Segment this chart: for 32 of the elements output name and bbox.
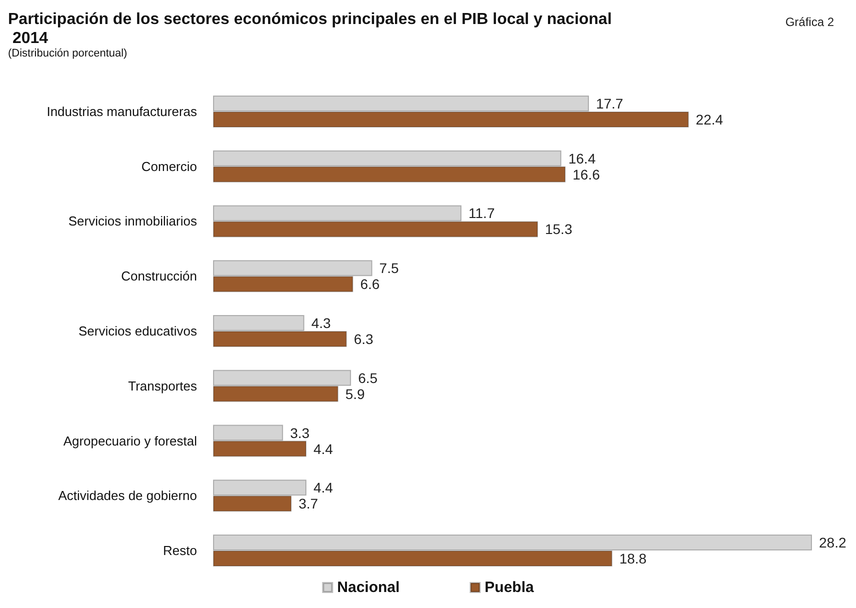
y-tick-label: Construcción — [121, 268, 197, 284]
data-label: 17.7 — [596, 95, 624, 112]
y-tick-label: Transportes — [128, 378, 198, 394]
data-label: 3.3 — [290, 424, 310, 441]
data-label: 28.2 — [819, 534, 846, 551]
data-label: 7.5 — [379, 260, 399, 276]
data-label: 3.7 — [298, 496, 318, 512]
y-tick-label: Servicios educativos — [78, 324, 198, 338]
text: Gráfica 2 — [785, 15, 834, 29]
y-tick-label: Comercio — [141, 158, 197, 174]
data-label: 6.6 — [360, 276, 380, 292]
data-label: 6.3 — [354, 331, 374, 347]
y-tick-label: Agropecuario y forestal — [63, 433, 198, 448]
y-tick-label: Industrias manufactureras — [46, 104, 198, 119]
data-label: 4.4 — [313, 440, 334, 457]
data-label: 18.8 — [619, 550, 647, 567]
legend-label: Nacional — [337, 579, 400, 596]
data-label: 4.3 — [311, 315, 332, 331]
data-label: 11.7 — [468, 205, 495, 222]
chart-title: Participación de los sectores económicos principales en el PIB local y nacional 2014 — [8, 11, 612, 47]
legend-label: Puebla — [484, 579, 535, 596]
y-tick-label: Servicios inmobiliarios — [68, 214, 198, 229]
data-label: 16.6 — [572, 166, 600, 182]
y-tick-label: Resto — [163, 543, 197, 558]
data-label: 4.4 — [313, 480, 334, 496]
data-label: 15.3 — [544, 221, 572, 238]
data-label: 6.5 — [358, 370, 378, 386]
y-tick-label: Actividades de gobierno — [58, 488, 197, 504]
data-label: 5.9 — [345, 386, 365, 402]
data-label: 22.4 — [696, 111, 724, 128]
text: (Distribución porcentual) — [8, 48, 128, 60]
data-label: 16.4 — [568, 150, 596, 166]
